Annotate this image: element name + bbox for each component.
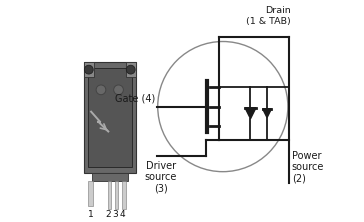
Circle shape — [114, 85, 123, 95]
Text: Power
source
(2): Power source (2) — [292, 151, 324, 184]
Bar — [122, 181, 126, 209]
Text: Driver
source
(3): Driver source (3) — [145, 161, 177, 194]
Text: 3: 3 — [112, 210, 118, 219]
Circle shape — [126, 65, 135, 74]
Bar — [108, 181, 111, 209]
Circle shape — [84, 65, 93, 74]
Text: 2: 2 — [105, 210, 111, 219]
Bar — [84, 62, 136, 173]
Text: 1: 1 — [88, 210, 94, 219]
Bar — [84, 62, 94, 77]
Text: Drain
(1 & TAB): Drain (1 & TAB) — [246, 6, 291, 26]
Bar — [88, 181, 93, 206]
Bar — [88, 68, 132, 167]
Bar — [92, 173, 128, 181]
Polygon shape — [263, 109, 272, 118]
Bar — [115, 181, 118, 209]
Bar — [126, 62, 136, 77]
Circle shape — [96, 85, 106, 95]
Text: 4: 4 — [120, 210, 126, 219]
Polygon shape — [245, 108, 256, 119]
Text: Gate (4): Gate (4) — [115, 93, 155, 103]
